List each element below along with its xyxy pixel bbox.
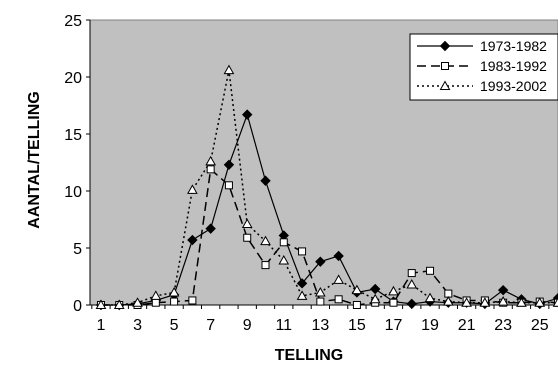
data-point [369, 283, 381, 295]
data-point [188, 296, 197, 305]
data-point [314, 286, 326, 297]
data-point [205, 155, 217, 166]
x-tick-label: 17 [385, 317, 403, 334]
data-point [260, 235, 271, 246]
data-point [406, 278, 418, 289]
data-point [113, 299, 125, 309]
data-point [205, 223, 216, 234]
data-point [388, 285, 399, 296]
legend-box [409, 33, 558, 101]
data-point [407, 269, 416, 278]
data-point [241, 218, 253, 229]
data-point [442, 296, 454, 306]
x-tick-label: 9 [243, 317, 252, 334]
x-axis-label: TELLING [275, 347, 343, 364]
data-point [151, 298, 160, 307]
data-point [243, 233, 252, 242]
data-point [333, 250, 344, 262]
x-tick-label: 13 [311, 317, 329, 334]
y-axis: 0 5 10 15 20 25 [64, 13, 91, 315]
data-point [261, 261, 270, 270]
data-point [552, 297, 558, 307]
x-tick-label: 1 [97, 317, 106, 334]
data-point [479, 297, 491, 307]
data-point [260, 175, 271, 186]
y-tick-label: 15 [64, 127, 82, 144]
data-point [444, 289, 453, 298]
x-tick-label: 21 [458, 317, 476, 334]
data-point [187, 184, 198, 194]
data-point [534, 297, 546, 307]
y-tick-label: 10 [64, 184, 82, 201]
data-point [461, 297, 472, 307]
data-point [278, 255, 290, 265]
y-tick-label: 5 [73, 241, 82, 258]
data-point [223, 64, 235, 75]
legend-label: 1973-1982 [480, 38, 547, 54]
legend-label: 1983-1992 [480, 58, 547, 74]
data-point [242, 109, 253, 120]
data-point [333, 274, 344, 284]
data-point [187, 234, 198, 246]
data-point [206, 165, 215, 174]
legend-marker [439, 40, 451, 52]
data-point [224, 181, 233, 190]
data-point [132, 297, 143, 307]
data-point [497, 284, 509, 296]
y-tick-label: 20 [64, 70, 82, 87]
data-point [296, 278, 308, 289]
x-tick-label: 25 [531, 317, 549, 334]
data-point [296, 290, 308, 300]
data-point [168, 286, 180, 297]
data-point [298, 247, 307, 256]
x-tick-label: 3 [133, 317, 142, 334]
x-axis: 1 3 5 7 9 11 13 15 17 19 21 23 25 [90, 304, 558, 334]
legend-label: 1993-2002 [480, 78, 547, 94]
data-point [170, 297, 179, 306]
data-point [424, 292, 436, 303]
data-point [351, 284, 363, 295]
data-point [334, 295, 343, 304]
data-point [315, 256, 326, 267]
data-point [516, 297, 527, 307]
x-tick-label: 5 [170, 317, 179, 334]
data-point [279, 238, 288, 247]
data-point [369, 293, 381, 304]
data-point [352, 301, 361, 309]
x-tick-label: 19 [421, 317, 439, 334]
data-point [316, 297, 325, 306]
x-tick-label: 11 [275, 317, 292, 334]
data-point [389, 298, 398, 307]
series-3 [95, 64, 558, 309]
data-point [497, 296, 509, 306]
y-tick-label: 25 [64, 13, 82, 30]
legend: 1973-1982 1983-1992 1993-2002 [409, 33, 558, 101]
legend-marker [441, 62, 449, 70]
legend-marker [439, 80, 451, 90]
y-tick-label: 0 [73, 298, 82, 315]
data-point [223, 159, 235, 170]
series-layer [95, 64, 558, 311]
x-tick-label: 15 [348, 317, 366, 334]
data-point [426, 266, 435, 275]
x-tick-label: 7 [206, 317, 215, 334]
y-axis-label: AANTAL/TELLING [26, 91, 43, 228]
data-point [150, 290, 162, 300]
data-point [406, 298, 417, 310]
x-tick-label: 23 [494, 317, 512, 334]
data-point [95, 299, 107, 309]
